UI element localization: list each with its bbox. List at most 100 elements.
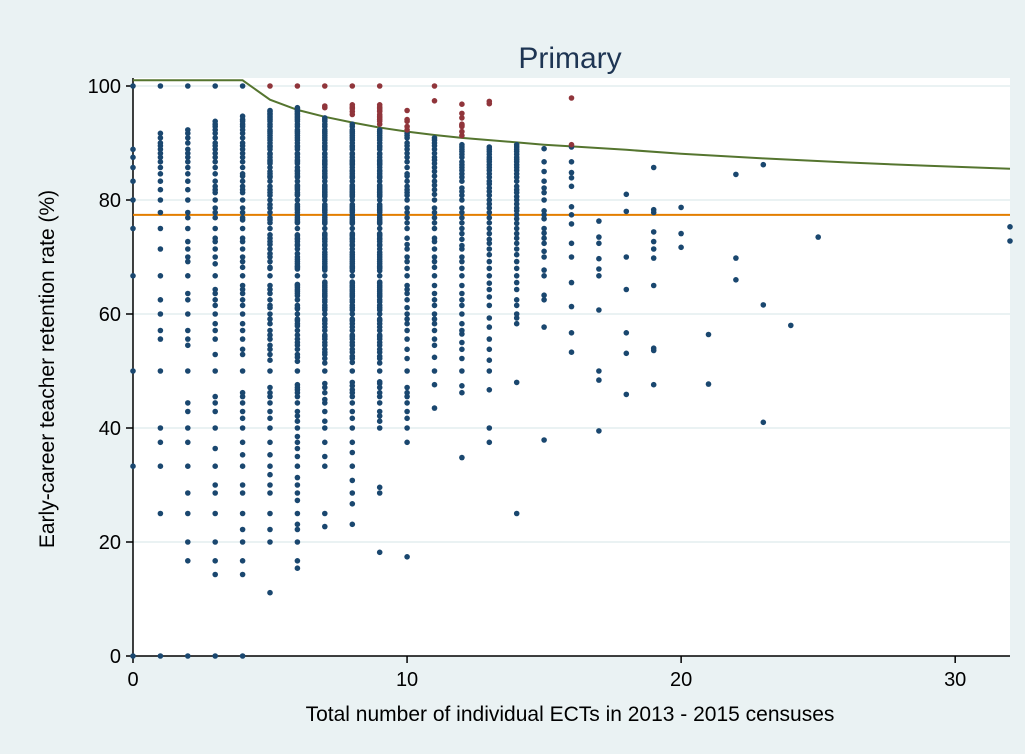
data-point (431, 264, 438, 271)
data-point (459, 320, 465, 327)
data-point (239, 558, 246, 564)
y-tick-label: 20 (99, 532, 121, 554)
data-point (294, 164, 301, 171)
data-point (212, 246, 218, 252)
data-point (404, 327, 410, 334)
data-point (431, 164, 438, 171)
data-point (157, 83, 164, 89)
data-point (404, 400, 410, 406)
data-point (239, 83, 246, 89)
data-point (239, 452, 246, 458)
data-point (596, 234, 602, 240)
data-point (212, 336, 218, 342)
data-point (239, 336, 246, 342)
data-point (596, 266, 602, 272)
data-point (157, 164, 164, 171)
data-point (294, 150, 301, 157)
data-point (541, 212, 547, 218)
data-point (568, 330, 575, 336)
data-point (404, 368, 410, 374)
data-point (431, 327, 438, 334)
data-point (185, 400, 191, 406)
data-point (541, 235, 547, 241)
data-point (239, 425, 246, 431)
data-point (267, 150, 273, 157)
data-point (239, 526, 246, 533)
data-point (376, 273, 383, 279)
data-point (486, 246, 493, 252)
data-point (267, 232, 273, 238)
data-point (376, 230, 383, 237)
data-point (459, 258, 465, 265)
data-point (267, 320, 273, 327)
data-point (705, 381, 712, 387)
data-point-above-limit (459, 110, 465, 117)
data-point (404, 384, 410, 391)
data-point (267, 273, 273, 279)
data-point (486, 209, 493, 216)
data-point (267, 490, 273, 496)
data-point (678, 204, 684, 211)
data-point (239, 140, 246, 146)
data-point (541, 273, 547, 279)
data-point (212, 539, 218, 545)
data-point (212, 482, 218, 488)
data-point (349, 311, 356, 317)
data-point (486, 205, 493, 211)
data-point (239, 164, 246, 171)
data-point (459, 339, 465, 346)
data-point (294, 482, 301, 488)
data-point (239, 302, 246, 309)
data-point (541, 185, 547, 191)
data-point (157, 368, 164, 374)
data-point (404, 304, 410, 311)
data-point (459, 197, 465, 203)
data-point (513, 193, 520, 200)
data-point (513, 201, 520, 207)
data-point (513, 220, 520, 227)
data-point (130, 197, 136, 203)
data-point (239, 290, 246, 297)
data-point (486, 302, 493, 309)
data-point (294, 297, 301, 303)
data-point (267, 346, 273, 353)
data-point (568, 204, 575, 210)
data-point (376, 408, 383, 415)
data-point (513, 273, 520, 279)
data-point (294, 539, 301, 545)
data-point (513, 379, 520, 386)
data-point (623, 254, 630, 260)
data-point (157, 154, 164, 161)
data-point (185, 150, 191, 157)
data-point (267, 183, 273, 190)
data-point (294, 273, 301, 279)
data-point (404, 214, 410, 221)
upper-limit-curve (133, 79, 1011, 170)
data-point (267, 336, 273, 342)
data-point (322, 115, 328, 121)
data-point (568, 279, 575, 286)
data-point (157, 178, 164, 184)
data-point (760, 302, 767, 308)
data-point (212, 290, 218, 297)
data-point (513, 251, 520, 258)
data-point (294, 526, 301, 533)
data-point (513, 235, 520, 241)
data-point (212, 183, 218, 190)
data-point (157, 209, 164, 216)
data-point (404, 282, 410, 289)
data-point (239, 205, 246, 211)
data-point (294, 433, 301, 440)
data-point (239, 214, 246, 221)
data-point (568, 221, 575, 227)
data-point (650, 255, 657, 261)
data-point (486, 315, 493, 321)
data-point (788, 322, 794, 329)
data-point (239, 225, 246, 232)
data-point (157, 171, 164, 177)
data-point (267, 201, 273, 208)
data-point (623, 208, 630, 215)
data-point (404, 159, 410, 165)
data-point (157, 463, 164, 470)
data-point (486, 251, 493, 258)
